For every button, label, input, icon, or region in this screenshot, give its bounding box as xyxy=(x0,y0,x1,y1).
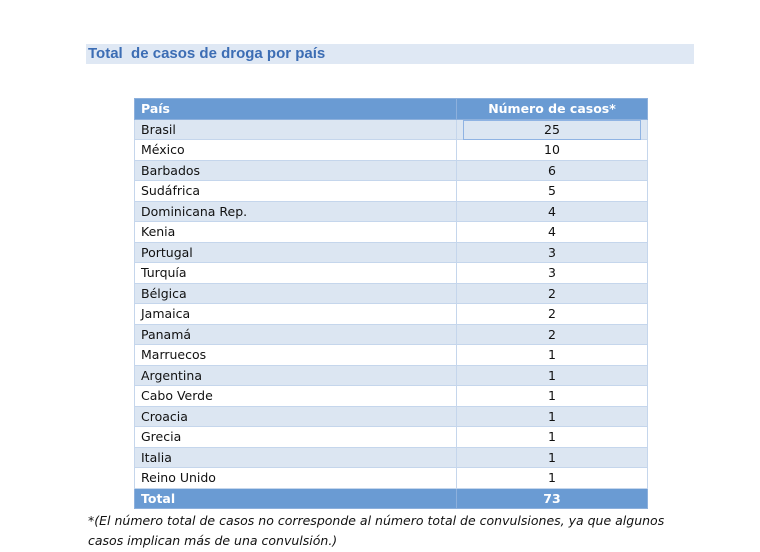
country-cell[interactable]: Grecia xyxy=(134,426,457,448)
cases-cell[interactable]: 1 xyxy=(456,446,648,468)
cases-cell[interactable]: 2 xyxy=(456,323,648,345)
table-row: Grecia 1 xyxy=(134,426,648,448)
cases-cell[interactable]: 1 xyxy=(456,364,648,386)
table-row: Bélgica 2 xyxy=(134,282,648,304)
table-row: México 10 xyxy=(134,139,648,161)
cases-cell[interactable]: 4 xyxy=(456,200,648,222)
table-row: Italia 1 xyxy=(134,446,648,468)
country-cell[interactable]: Bélgica xyxy=(134,282,457,304)
country-cell[interactable]: Italia xyxy=(134,446,457,468)
footnote: *(El número total de casos no correspond… xyxy=(88,513,665,548)
cases-cell[interactable]: 1 xyxy=(456,467,648,489)
table-row: Dominicana Rep. 4 xyxy=(134,200,648,222)
country-cell[interactable]: Brasil xyxy=(134,118,457,140)
country-cell[interactable]: Barbados xyxy=(134,159,457,181)
cases-cell[interactable]: 10 xyxy=(456,139,648,161)
column-header-cases[interactable]: Número de casos* xyxy=(456,98,648,120)
country-cell[interactable]: Kenia xyxy=(134,221,457,243)
cases-table: País Número de casos* Brasil 25 México 10 Ba… xyxy=(134,98,648,509)
cases-cell[interactable]: 1 xyxy=(456,405,648,427)
table-row: Panamá 2 xyxy=(134,323,648,345)
country-cell[interactable]: Reino Unido xyxy=(134,467,457,489)
table-row: Marruecos 1 xyxy=(134,344,648,366)
cases-cell[interactable]: 3 xyxy=(456,262,648,284)
page-title: Total de casos de droga por país xyxy=(86,44,694,64)
table-row: Cabo Verde 1 xyxy=(134,385,648,407)
cases-cell[interactable]: 6 xyxy=(456,159,648,181)
table-row: Jamaica 2 xyxy=(134,303,648,325)
table-row: Reino Unido 1 xyxy=(134,467,648,489)
cases-cell[interactable]: 1 xyxy=(456,344,648,366)
table-row: Kenia 4 xyxy=(134,221,648,243)
cases-cell[interactable]: 1 xyxy=(456,385,648,407)
country-cell[interactable]: Turquía xyxy=(134,262,457,284)
country-cell[interactable]: Croacia xyxy=(134,405,457,427)
cases-cell[interactable]: 1 xyxy=(456,426,648,448)
cases-cell[interactable]: 2 xyxy=(456,282,648,304)
column-header-country[interactable]: País xyxy=(134,98,457,120)
cases-cell[interactable]: 3 xyxy=(456,241,648,263)
country-cell[interactable]: Cabo Verde xyxy=(134,385,457,407)
country-cell[interactable]: Portugal xyxy=(134,241,457,263)
total-row: Total 73 xyxy=(134,487,648,509)
table-row: Sudáfrica 5 xyxy=(134,180,648,202)
cases-cell[interactable]: 2 xyxy=(456,303,648,325)
country-cell[interactable]: México xyxy=(134,139,457,161)
cases-cell[interactable]: 25 xyxy=(456,118,648,140)
table-row: Croacia 1 xyxy=(134,405,648,427)
table-row: Portugal 3 xyxy=(134,241,648,263)
table-header-row: País Número de casos* xyxy=(134,98,648,120)
country-cell[interactable]: Argentina xyxy=(134,364,457,386)
country-cell[interactable]: Sudáfrica xyxy=(134,180,457,202)
table-row: Argentina 1 xyxy=(134,364,648,386)
total-value[interactable]: 73 xyxy=(456,487,648,509)
cases-cell[interactable]: 5 xyxy=(456,180,648,202)
country-cell[interactable]: Jamaica xyxy=(134,303,457,325)
total-label[interactable]: Total xyxy=(134,487,457,509)
table-row: Turquía 3 xyxy=(134,262,648,284)
country-cell[interactable]: Marruecos xyxy=(134,344,457,366)
cases-cell[interactable]: 4 xyxy=(456,221,648,243)
country-cell[interactable]: Dominicana Rep. xyxy=(134,200,457,222)
table-row: Brasil 25 xyxy=(134,118,648,140)
table-row: Barbados 6 xyxy=(134,159,648,181)
country-cell[interactable]: Panamá xyxy=(134,323,457,345)
